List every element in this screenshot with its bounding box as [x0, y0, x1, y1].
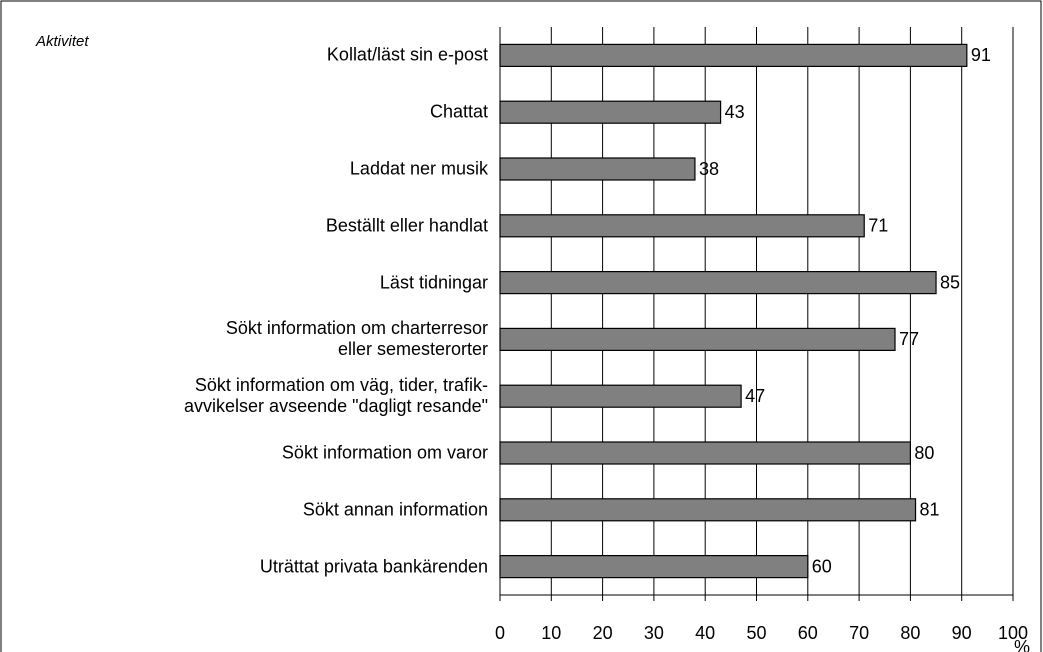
category-label: Beställt eller handlat	[325, 215, 488, 236]
value-label: 60	[812, 556, 832, 576]
chart-title: Aktivitet	[35, 33, 89, 50]
x-tick-label: 30	[644, 623, 664, 643]
category-label: Sökt information om charterresor eller s…	[225, 318, 488, 360]
x-tick-label: 60	[798, 623, 818, 643]
x-tick-label: 10	[541, 623, 561, 643]
value-label: 85	[940, 272, 960, 292]
bar	[499, 554, 809, 579]
category-label: Läst tidningar	[379, 272, 488, 293]
category-label: Uträttat privata bankärenden	[259, 556, 488, 577]
bar	[499, 327, 896, 351]
x-tick-label: 0	[495, 623, 505, 643]
bar	[499, 214, 865, 238]
category-label: Laddat ner musik	[349, 158, 488, 179]
value-label: 80	[914, 443, 934, 463]
value-label: 43	[725, 102, 745, 122]
x-tick-label: 20	[593, 623, 613, 643]
value-label: 81	[920, 500, 940, 520]
value-label: 91	[971, 45, 991, 65]
x-tick-label: 50	[746, 623, 766, 643]
category-label: Sökt information om varor	[281, 442, 488, 463]
value-label: 71	[868, 216, 888, 236]
bar	[499, 43, 968, 68]
x-tick-label: 100	[998, 623, 1028, 643]
x-tick-label: 40	[695, 623, 715, 643]
category-label: Kollat/läst sin e-post	[326, 44, 488, 65]
category-label: Chattat	[429, 101, 488, 122]
x-tick-label: 70	[849, 623, 869, 643]
x-tick-label: 90	[952, 623, 972, 643]
category-label: Sökt information om väg, tider, trafik- …	[184, 375, 488, 417]
bar	[499, 441, 911, 465]
bar	[499, 271, 937, 295]
bar	[499, 100, 722, 124]
x-tick-label: 80	[900, 623, 920, 643]
value-label: 47	[745, 386, 765, 406]
bar	[499, 384, 742, 408]
value-label: 77	[899, 329, 919, 349]
bar	[499, 157, 696, 181]
bar	[499, 498, 917, 522]
value-label: 38	[699, 159, 719, 179]
category-label: Sökt annan information	[302, 499, 488, 520]
x-axis-label: %	[1014, 637, 1030, 652]
